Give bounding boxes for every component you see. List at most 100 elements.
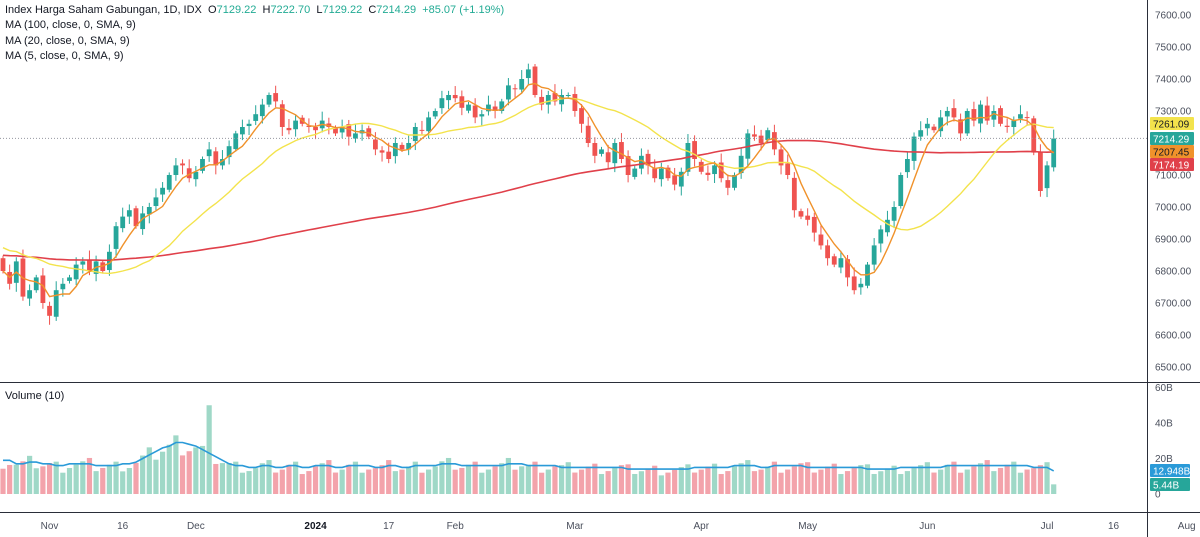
volume-bar <box>213 463 219 494</box>
candle-body <box>858 283 864 288</box>
candle-body <box>339 127 345 133</box>
volume-bar <box>652 465 658 494</box>
volume-bar <box>426 469 432 494</box>
time-tick-label: 16 <box>1108 521 1120 532</box>
volume-pane-title[interactable]: Volume (10) <box>5 390 65 402</box>
candle <box>818 225 824 250</box>
candle <box>266 92 272 108</box>
candle-body <box>60 283 66 290</box>
candle <box>173 158 179 181</box>
volume-bar <box>598 474 605 494</box>
candle <box>126 204 132 224</box>
candle-body <box>133 208 139 227</box>
volume-bar <box>1024 469 1030 494</box>
candle-body <box>545 95 551 105</box>
legend-ma5[interactable]: MA (5, close, 0, SMA, 9) <box>5 50 124 62</box>
volume-bar <box>552 466 558 494</box>
candle-body <box>519 79 525 90</box>
legend-ma20[interactable]: MA (20, close, 0, SMA, 9) <box>5 35 130 47</box>
candle-body <box>572 94 578 111</box>
volume-bar <box>678 467 684 494</box>
candle <box>47 301 52 325</box>
volume-bar <box>33 468 39 494</box>
volume-bar <box>273 472 279 494</box>
candle <box>226 140 232 165</box>
candle-body <box>432 111 438 117</box>
volume-bar <box>406 466 412 494</box>
volume-bar <box>1044 462 1050 494</box>
volume-bar <box>179 455 186 494</box>
candle <box>559 89 564 112</box>
candle <box>160 182 165 202</box>
price-tick-label: 7400.00 <box>1155 75 1192 86</box>
volume-bar <box>751 471 758 494</box>
volume-bar <box>485 469 492 494</box>
candle <box>1044 161 1050 198</box>
candle <box>486 95 491 116</box>
candle-body <box>193 171 199 180</box>
candle <box>678 167 684 196</box>
volume-tick-label: 20B <box>1155 454 1173 465</box>
volume-bar <box>279 469 285 494</box>
candle <box>253 105 259 126</box>
candle-body <box>153 197 159 207</box>
volume-bar <box>392 471 398 494</box>
legend-symbol-title: Index Harga Saham Gabungan, 1D, IDX <box>5 4 202 16</box>
candle <box>1051 129 1057 172</box>
volume-bar <box>997 467 1004 494</box>
volume-bar <box>778 472 784 494</box>
candle <box>532 63 538 98</box>
volume-bar <box>452 469 458 494</box>
volume-bar <box>492 466 498 494</box>
candle <box>924 118 930 136</box>
volume-bar <box>312 466 319 494</box>
volume-bar <box>286 464 292 494</box>
candle-body <box>33 277 39 291</box>
candle-body <box>40 275 46 303</box>
candle-body <box>964 111 970 134</box>
volume-bar <box>585 466 591 494</box>
candle-body <box>452 95 458 99</box>
candle <box>745 129 751 168</box>
candle <box>479 110 485 126</box>
candle <box>958 113 963 141</box>
candles-group <box>0 63 1057 325</box>
volume-bar <box>226 462 232 494</box>
candle-body <box>353 133 358 139</box>
candle <box>519 70 525 94</box>
time-tick-label: 2024 <box>304 521 327 532</box>
candle-body <box>472 105 478 118</box>
volume-bar <box>106 464 112 494</box>
candle-body <box>67 277 72 281</box>
time-tick-label: Nov <box>41 521 59 532</box>
volume-bar <box>239 472 245 494</box>
candle-body <box>539 96 545 105</box>
candle-body <box>825 245 830 259</box>
candle-body <box>386 151 392 159</box>
candle <box>446 90 451 110</box>
candle <box>100 259 106 274</box>
volume-bar <box>299 474 305 494</box>
candle <box>1011 116 1017 136</box>
candle <box>612 138 618 173</box>
candle <box>319 111 325 133</box>
candle <box>120 207 126 233</box>
volume-bar <box>838 474 844 494</box>
volume-bar <box>266 460 272 494</box>
candle-body <box>466 104 471 111</box>
candle <box>732 172 737 191</box>
candle <box>672 167 678 191</box>
candle-body <box>605 152 611 163</box>
candle-body <box>180 163 185 166</box>
legend-high-label: H <box>262 4 271 16</box>
legend-high-value: 7222.70 <box>270 4 311 16</box>
price-badge-label: 7174.19 <box>1153 161 1190 172</box>
candle-body <box>971 109 977 121</box>
volume-bar <box>765 466 771 494</box>
candle <box>0 255 6 274</box>
candle <box>220 150 225 170</box>
candle-body <box>113 226 119 249</box>
legend-ma100[interactable]: MA (100, close, 0, SMA, 9) <box>5 19 136 31</box>
volume-tick-label: 40B <box>1155 419 1173 430</box>
